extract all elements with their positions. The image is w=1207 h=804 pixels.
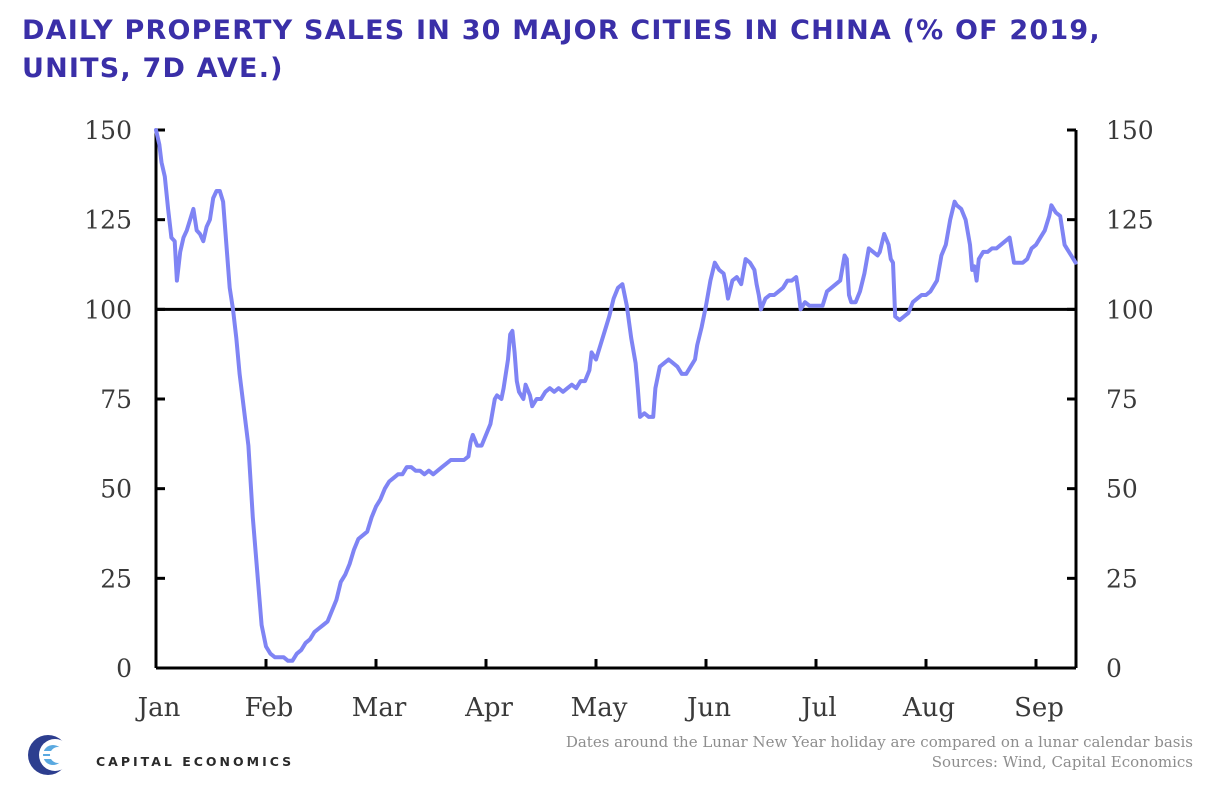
y-tick-label-left: 50 bbox=[100, 475, 132, 504]
sources: Sources: Wind, Capital Economics bbox=[931, 753, 1193, 771]
logo-mark-icon bbox=[28, 735, 71, 775]
x-tick-label: Apr bbox=[464, 693, 513, 723]
x-tick-label: Sep bbox=[1014, 693, 1064, 723]
x-tick-label: Jan bbox=[135, 693, 181, 723]
y-tick-label-left: 100 bbox=[84, 295, 132, 324]
y-tick-label-right: 100 bbox=[1106, 295, 1154, 324]
y-tick-label-right: 50 bbox=[1106, 475, 1138, 504]
y-tick-label-right: 125 bbox=[1106, 206, 1154, 235]
capital-economics-logo: CAPITAL ECONOMICS bbox=[26, 733, 291, 777]
y-tick-label-left: 150 bbox=[84, 116, 132, 145]
x-tick-label: Mar bbox=[352, 693, 407, 723]
logo-text: CAPITAL ECONOMICS bbox=[96, 754, 295, 769]
chart-notes: Dates around the Lunar New Year holiday … bbox=[566, 732, 1193, 772]
y-tick-label-right: 150 bbox=[1106, 116, 1154, 145]
footnote: Dates around the Lunar New Year holiday … bbox=[565, 733, 1193, 751]
x-tick-label: Feb bbox=[245, 693, 294, 723]
y-tick-label-left: 0 bbox=[116, 654, 132, 683]
y-tick-label-left: 25 bbox=[100, 564, 132, 593]
series-line-sales bbox=[154, 128, 1078, 663]
x-tick-label: Jun bbox=[684, 693, 731, 723]
y-tick-label-right: 75 bbox=[1106, 385, 1138, 414]
x-tick-label: May bbox=[571, 693, 628, 723]
chart-title: DAILY PROPERTY SALES IN 30 MAJOR CITIES … bbox=[22, 15, 1101, 84]
x-tick-label: Aug bbox=[902, 693, 955, 723]
y-tick-label-right: 25 bbox=[1106, 564, 1138, 593]
y-tick-label-left: 125 bbox=[84, 206, 132, 235]
y-tick-label-left: 75 bbox=[100, 385, 132, 414]
y-tick-label-right: 0 bbox=[1106, 654, 1122, 683]
x-tick-label: Jul bbox=[798, 693, 836, 723]
